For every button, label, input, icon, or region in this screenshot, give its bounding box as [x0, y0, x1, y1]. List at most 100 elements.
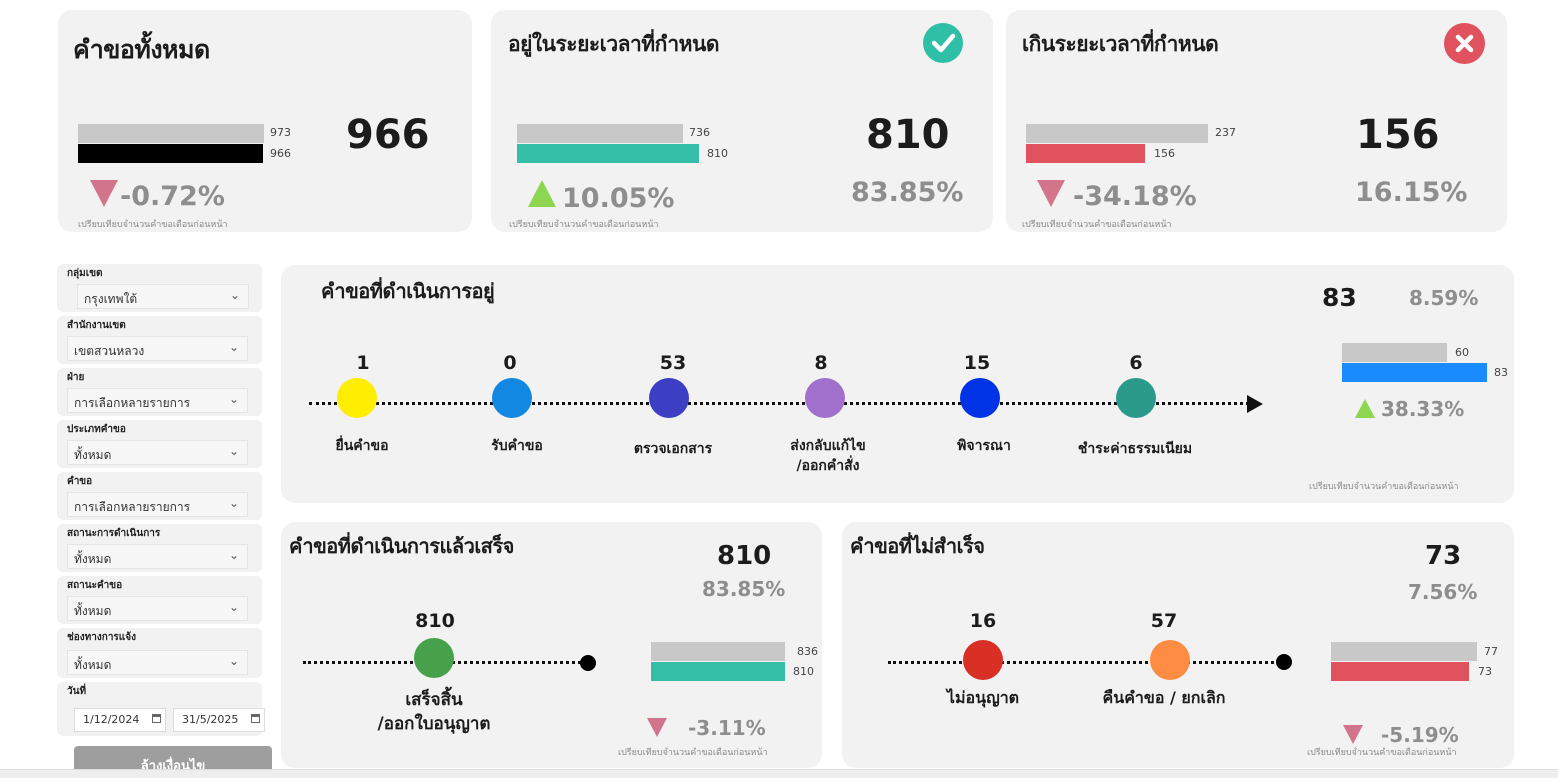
total-down-arrow-icon	[90, 180, 118, 207]
overdue-value: 156	[1356, 112, 1440, 158]
ontime-title: อยู่ในระยะเวลาที่กำหนด	[508, 32, 720, 56]
inprogress-title: คำขอที่ดำเนินการอยู่	[321, 279, 495, 303]
request-type-dropdown[interactable]: ทั้งหมด ⌄	[67, 440, 248, 465]
calendar-icon	[152, 714, 161, 723]
stage-denied-circle	[963, 640, 1003, 680]
filter-label: คำขอ	[67, 476, 93, 487]
stage-count: 1	[356, 352, 370, 374]
stage-count: 810	[415, 610, 455, 632]
filter-label: ประเภทคำขอ	[67, 424, 126, 435]
inprogress-curr-value: 83	[1494, 366, 1508, 379]
filter-department: ฝ่าย การเลือกหลายรายการ ⌄	[57, 368, 262, 416]
filter-label: ช่องทางการแจ้ง	[67, 632, 136, 643]
completed-value: 810	[717, 541, 772, 571]
completed-card: คำขอที่ดำเนินการแล้วเสร็จ 810 83.85% 810…	[281, 522, 822, 768]
stage-count: 16	[969, 610, 997, 632]
completed-curr-value: 810	[793, 665, 814, 678]
filter-label: วันที่	[67, 686, 87, 697]
department-dropdown[interactable]: การเลือกหลายรายการ ⌄	[67, 388, 248, 413]
filter-district-office: สำนักงานเขต เขตสวนหลวง ⌄	[57, 316, 262, 364]
stage-label-line2: /ออกใบอนุญาต	[377, 714, 491, 734]
process-status-dropdown[interactable]: ทั้งหมด ⌄	[67, 544, 248, 569]
filter-channel: ช่องทางการแจ้ง ทั้งหมด ⌄	[57, 628, 262, 678]
overdue-down-arrow-icon	[1037, 180, 1065, 207]
stage-label: ตรวจเอกสาร	[633, 441, 713, 457]
completed-change: -3.11%	[688, 716, 766, 740]
stage-label: คืนคำขอ / ยกเลิก	[1102, 688, 1226, 707]
end-date-input[interactable]: 31/5/2025	[173, 708, 265, 732]
dropdown-value: กรุงเทพใต้	[84, 292, 138, 306]
overdue-curr-value: 156	[1154, 147, 1175, 160]
filter-label: สถานะการดำเนินการ	[67, 528, 161, 539]
request-dropdown[interactable]: การเลือกหลายรายการ ⌄	[67, 492, 248, 517]
chevron-down-icon: ⌄	[228, 340, 239, 354]
overdue-card: เกินระยะเวลาที่กำหนด 237 156 156 16.15% …	[1006, 10, 1507, 232]
filter-request-status: สถานะคำขอ ทั้งหมด ⌄	[57, 576, 262, 624]
total-prev-bar	[78, 124, 264, 143]
total-curr-value: 966	[270, 147, 291, 160]
stage-label: ไม่อนุญาต	[946, 688, 1020, 707]
stage-document-check-circle	[649, 378, 689, 418]
process-timeline	[309, 402, 1249, 405]
start-date-value: 1/12/2024	[83, 713, 140, 726]
horizontal-scrollbar[interactable]	[0, 769, 1558, 778]
zone-group-dropdown[interactable]: กรุงเทพใต้ ⌄	[77, 284, 249, 309]
start-date-input[interactable]: 1/12/2024	[74, 708, 166, 732]
failed-compare-note: เปรียบเทียบจำนวนคำขอเดือนก่อนหน้า	[1307, 748, 1457, 758]
stage-complete-circle	[414, 638, 454, 678]
overdue-change: -34.18%	[1073, 181, 1197, 212]
stage-label: เสร็จสิ้น	[405, 690, 463, 710]
overdue-percent: 16.15%	[1355, 177, 1468, 208]
failed-curr-value: 73	[1478, 665, 1492, 678]
failed-curr-bar	[1331, 662, 1469, 681]
timeline-end-dot	[580, 655, 596, 671]
stage-return-circle	[805, 378, 845, 418]
overdue-prev-bar	[1026, 124, 1208, 143]
filter-process-status: สถานะการดำเนินการ ทั้งหมด ⌄	[57, 524, 262, 572]
end-date-value: 31/5/2025	[182, 713, 239, 726]
completed-prev-bar	[651, 642, 785, 661]
failed-prev-bar	[1331, 642, 1477, 661]
failed-timeline	[888, 661, 1280, 664]
inprogress-change: 38.33%	[1381, 397, 1465, 421]
failed-value: 73	[1425, 541, 1462, 571]
close-icon	[1444, 23, 1485, 64]
filter-zone-group: กลุ่มเขต กรุงเทพใต้ ⌄	[57, 264, 262, 312]
overdue-title: เกินระยะเวลาที่กำหนด	[1022, 32, 1219, 56]
stage-count: 8	[814, 352, 828, 374]
stage-cancel-circle	[1150, 640, 1190, 680]
dropdown-value: ทั้งหมด	[74, 448, 112, 462]
channel-dropdown[interactable]: ทั้งหมด ⌄	[67, 650, 248, 675]
stage-submit-circle	[337, 378, 377, 418]
stage-consider-circle	[960, 378, 1000, 418]
total-change: -0.72%	[120, 181, 225, 212]
failed-title: คำขอที่ไม่สำเร็จ	[850, 534, 985, 558]
filter-label: ฝ่าย	[67, 372, 85, 383]
ontime-up-arrow-icon	[528, 180, 556, 207]
inprogress-value: 83	[1322, 283, 1357, 312]
failed-prev-value: 77	[1484, 645, 1498, 658]
ontime-curr-value: 810	[707, 147, 728, 160]
inprogress-card: คำขอที่ดำเนินการอยู่ 1 ยื่นคำขอ 0 รับคำข…	[281, 265, 1514, 503]
stage-count: 6	[1129, 352, 1143, 374]
completed-down-arrow-icon	[647, 718, 667, 737]
ontime-curr-bar	[517, 144, 699, 163]
inprogress-up-arrow-icon	[1355, 399, 1375, 418]
total-prev-value: 973	[270, 126, 291, 139]
total-requests-card: คำขอทั้งหมด 973 966 966 -0.72% เปรียบเที…	[58, 10, 472, 232]
ontime-percent: 83.85%	[851, 177, 964, 208]
ontime-card: อยู่ในระยะเวลาที่กำหนด 736 810 810 83.85…	[491, 10, 993, 232]
ontime-prev-bar	[517, 124, 683, 143]
ontime-change: 10.05%	[562, 183, 675, 214]
check-icon	[923, 23, 963, 63]
failed-percent: 7.56%	[1408, 580, 1478, 604]
completed-prev-value: 836	[797, 645, 818, 658]
inprogress-prev-value: 60	[1455, 346, 1469, 359]
ontime-prev-value: 736	[689, 126, 710, 139]
stage-label: พิจารณา	[957, 438, 1011, 454]
request-status-dropdown[interactable]: ทั้งหมด ⌄	[67, 596, 248, 621]
stage-count: 15	[963, 352, 991, 374]
stage-count: 0	[503, 352, 517, 374]
district-office-dropdown[interactable]: เขตสวนหลวง ⌄	[67, 336, 248, 361]
stage-fee-circle	[1116, 378, 1156, 418]
